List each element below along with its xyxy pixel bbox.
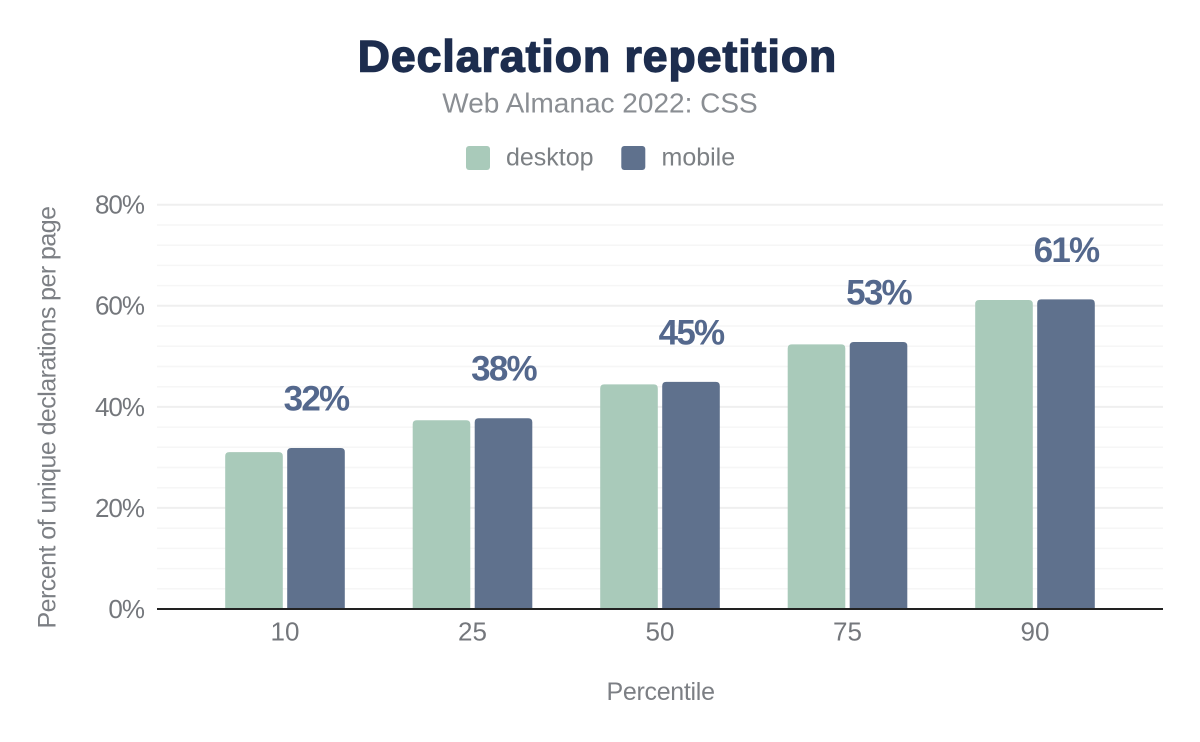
- svg-text:Percent of unique declarations: Percent of unique declarations per page: [33, 207, 61, 629]
- svg-text:75: 75: [833, 616, 862, 646]
- svg-text:40%: 40%: [95, 392, 145, 422]
- svg-text:53%: 53%: [846, 273, 912, 312]
- svg-text:Declaration repetition: Declaration repetition: [358, 33, 837, 82]
- svg-text:61%: 61%: [1034, 231, 1100, 270]
- svg-text:Web Almanac 2022: CSS: Web Almanac 2022: CSS: [442, 87, 757, 118]
- svg-text:90: 90: [1021, 616, 1050, 646]
- svg-text:45%: 45%: [659, 313, 725, 352]
- svg-text:38%: 38%: [471, 350, 537, 389]
- svg-text:0%: 0%: [108, 594, 144, 624]
- svg-text:mobile: mobile: [662, 144, 736, 172]
- svg-text:10: 10: [271, 616, 300, 646]
- svg-text:60%: 60%: [95, 291, 145, 321]
- svg-text:50: 50: [646, 616, 675, 646]
- svg-text:25: 25: [458, 616, 487, 646]
- svg-text:80%: 80%: [95, 190, 145, 220]
- svg-text:32%: 32%: [284, 379, 350, 418]
- svg-text:Percentile: Percentile: [607, 678, 715, 706]
- svg-text:desktop: desktop: [506, 144, 594, 172]
- svg-text:20%: 20%: [95, 493, 145, 523]
